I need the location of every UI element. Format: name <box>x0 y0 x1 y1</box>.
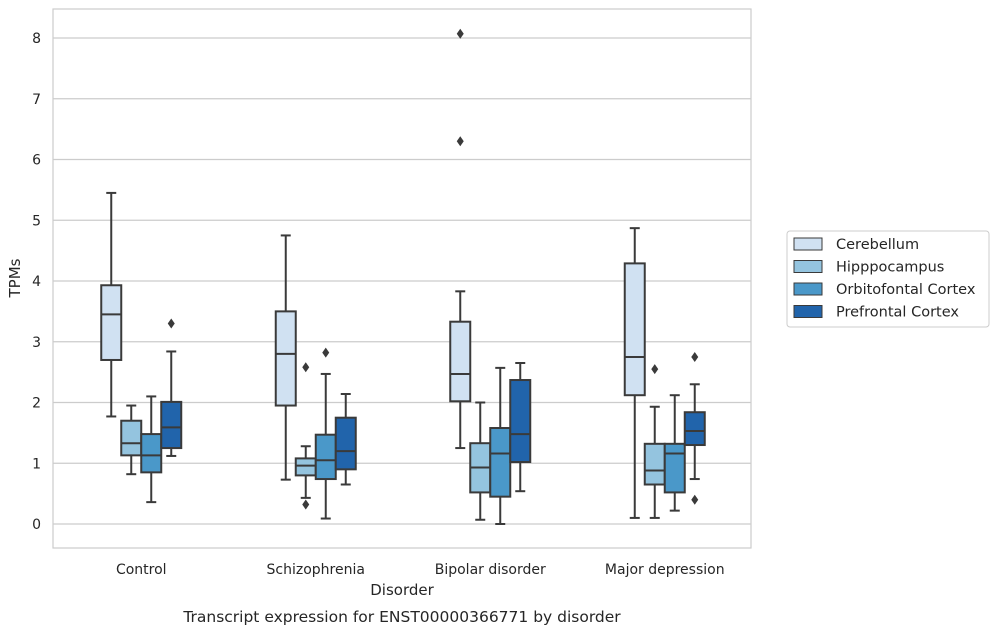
box-iqr <box>160 400 183 450</box>
box-1-0 <box>274 234 297 481</box>
legend-label-1: Hipppocampus <box>836 260 944 276</box>
box-1-3 <box>334 392 357 486</box>
legend: Cerebellum Hipppocampus Orbitofontal Corte… <box>786 230 990 328</box>
outlier-1 <box>302 362 310 373</box>
box-iqr <box>663 442 686 494</box>
box-iqr <box>449 320 472 403</box>
box-3-2 <box>663 394 686 512</box>
box-marks <box>100 28 706 525</box>
legend-label-3: Prefrontal Cortex <box>836 305 959 321</box>
legend-swatch-0 <box>793 237 823 251</box>
y-tick-label-5: 5 <box>32 213 41 229</box>
outlier-0 <box>456 136 464 147</box>
x-axis-label: Disorder <box>370 581 434 599</box>
box-iqr <box>334 416 357 471</box>
chart-caption: Transcript expression for ENST0000036677… <box>182 608 621 626</box>
box-iqr <box>489 427 512 498</box>
box-iqr <box>294 457 317 477</box>
box-iqr <box>623 262 646 397</box>
legend-swatch-3 <box>793 305 823 318</box>
x-tick-label-1: Schizophrenia <box>267 562 365 578</box>
legend-swatch-1 <box>793 260 823 273</box>
box-iqr <box>274 310 297 407</box>
box-3-0 <box>623 227 646 519</box>
outlier-0 <box>691 494 699 505</box>
legend-swatch-2 <box>793 282 823 296</box>
x-tick-label-3: Major depression <box>605 562 725 578</box>
y-tick-label-3: 3 <box>32 335 41 351</box>
x-tick-label-0: Control <box>116 562 167 578</box>
legend-frame <box>786 230 990 328</box>
outlier-0 <box>167 318 175 329</box>
box-iqr <box>643 442 666 486</box>
plot-frame <box>52 8 752 549</box>
box-iqr <box>683 411 706 447</box>
box-iqr <box>100 284 123 361</box>
box-iqr <box>140 433 163 474</box>
y-tick-label-2: 2 <box>32 396 41 412</box>
outlier-1 <box>691 351 699 362</box>
y-axis-label: TPMs <box>6 258 24 298</box>
outlier-0 <box>302 499 310 510</box>
box-2-1 <box>469 401 492 521</box>
y-tick-label-6: 6 <box>32 153 41 169</box>
x-tick-labels: Control Schizophrenia Bipolar disorder Majo… <box>116 562 725 578</box>
y-tick-label-8: 8 <box>32 31 41 47</box>
box-2-3 <box>509 362 532 493</box>
outlier-0 <box>322 347 330 358</box>
box-iqr <box>314 433 337 481</box>
box-iqr <box>509 379 532 464</box>
box-3-3 <box>683 351 706 505</box>
legend-label-2: Orbitofontal Cortex <box>836 282 976 298</box>
y-tick-label-0: 0 <box>32 517 41 533</box>
box-iqr <box>120 419 143 457</box>
box-0-2 <box>140 395 163 504</box>
y-tick-labels: 0 1 2 3 4 5 6 7 8 <box>32 31 41 533</box>
box-2-0 <box>449 28 472 450</box>
legend-label-0: Cerebellum <box>836 237 919 253</box>
outlier-1 <box>456 28 464 39</box>
y-tick-label-1: 1 <box>32 456 41 472</box>
y-tick-label-7: 7 <box>32 92 41 108</box>
box-0-0 <box>100 191 123 418</box>
x-tick-label-2: Bipolar disorder <box>435 562 546 578</box>
outlier-0 <box>651 364 659 375</box>
box-0-1 <box>120 404 143 476</box>
box-0-3 <box>160 318 183 457</box>
y-tick-label-4: 4 <box>32 274 41 290</box>
